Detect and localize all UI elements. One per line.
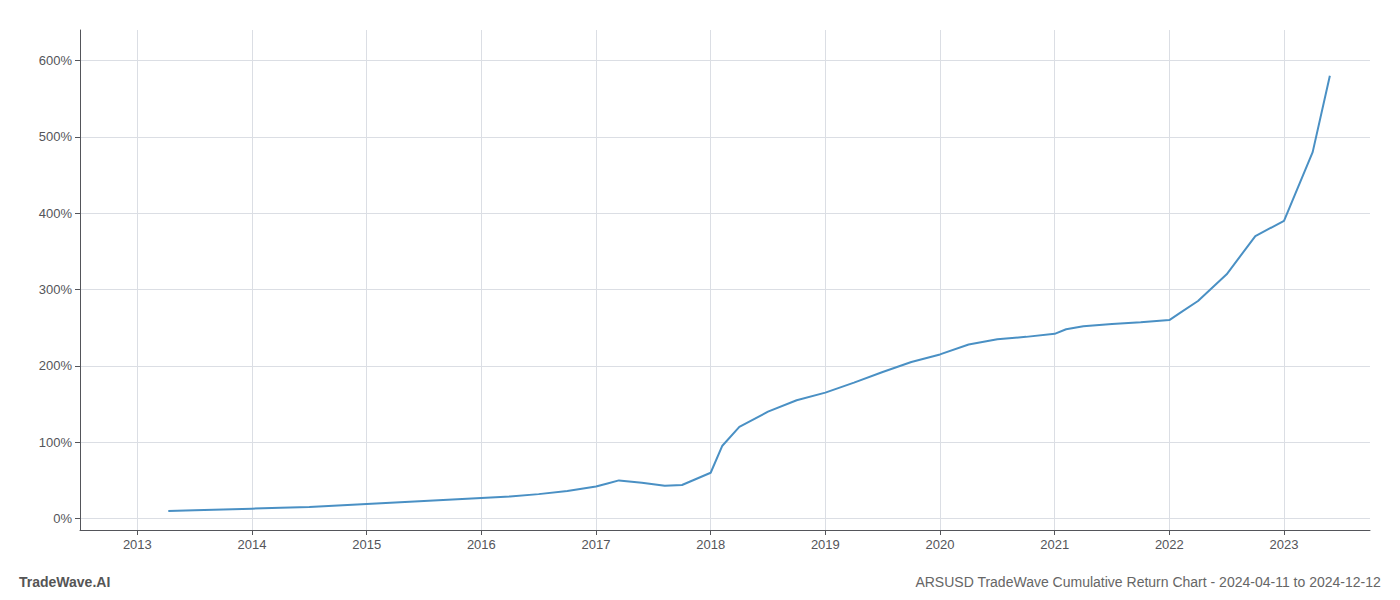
svg-text:500%: 500% bbox=[39, 129, 73, 144]
svg-text:2020: 2020 bbox=[926, 537, 955, 552]
svg-text:ARSUSD TradeWave Cumulative Re: ARSUSD TradeWave Cumulative Return Chart… bbox=[915, 574, 1381, 590]
svg-text:2019: 2019 bbox=[811, 537, 840, 552]
svg-text:2018: 2018 bbox=[696, 537, 725, 552]
svg-text:200%: 200% bbox=[39, 358, 73, 373]
svg-text:300%: 300% bbox=[39, 282, 73, 297]
svg-text:600%: 600% bbox=[39, 53, 73, 68]
svg-text:2022: 2022 bbox=[1155, 537, 1184, 552]
svg-text:2016: 2016 bbox=[467, 537, 496, 552]
svg-text:2014: 2014 bbox=[238, 537, 267, 552]
svg-text:2015: 2015 bbox=[352, 537, 381, 552]
svg-text:100%: 100% bbox=[39, 435, 73, 450]
svg-text:2017: 2017 bbox=[582, 537, 611, 552]
svg-text:2021: 2021 bbox=[1040, 537, 1069, 552]
svg-text:2013: 2013 bbox=[123, 537, 152, 552]
svg-text:400%: 400% bbox=[39, 206, 73, 221]
svg-text:2023: 2023 bbox=[1270, 537, 1299, 552]
svg-text:TradeWave.AI: TradeWave.AI bbox=[19, 574, 110, 590]
svg-text:0%: 0% bbox=[53, 511, 72, 526]
